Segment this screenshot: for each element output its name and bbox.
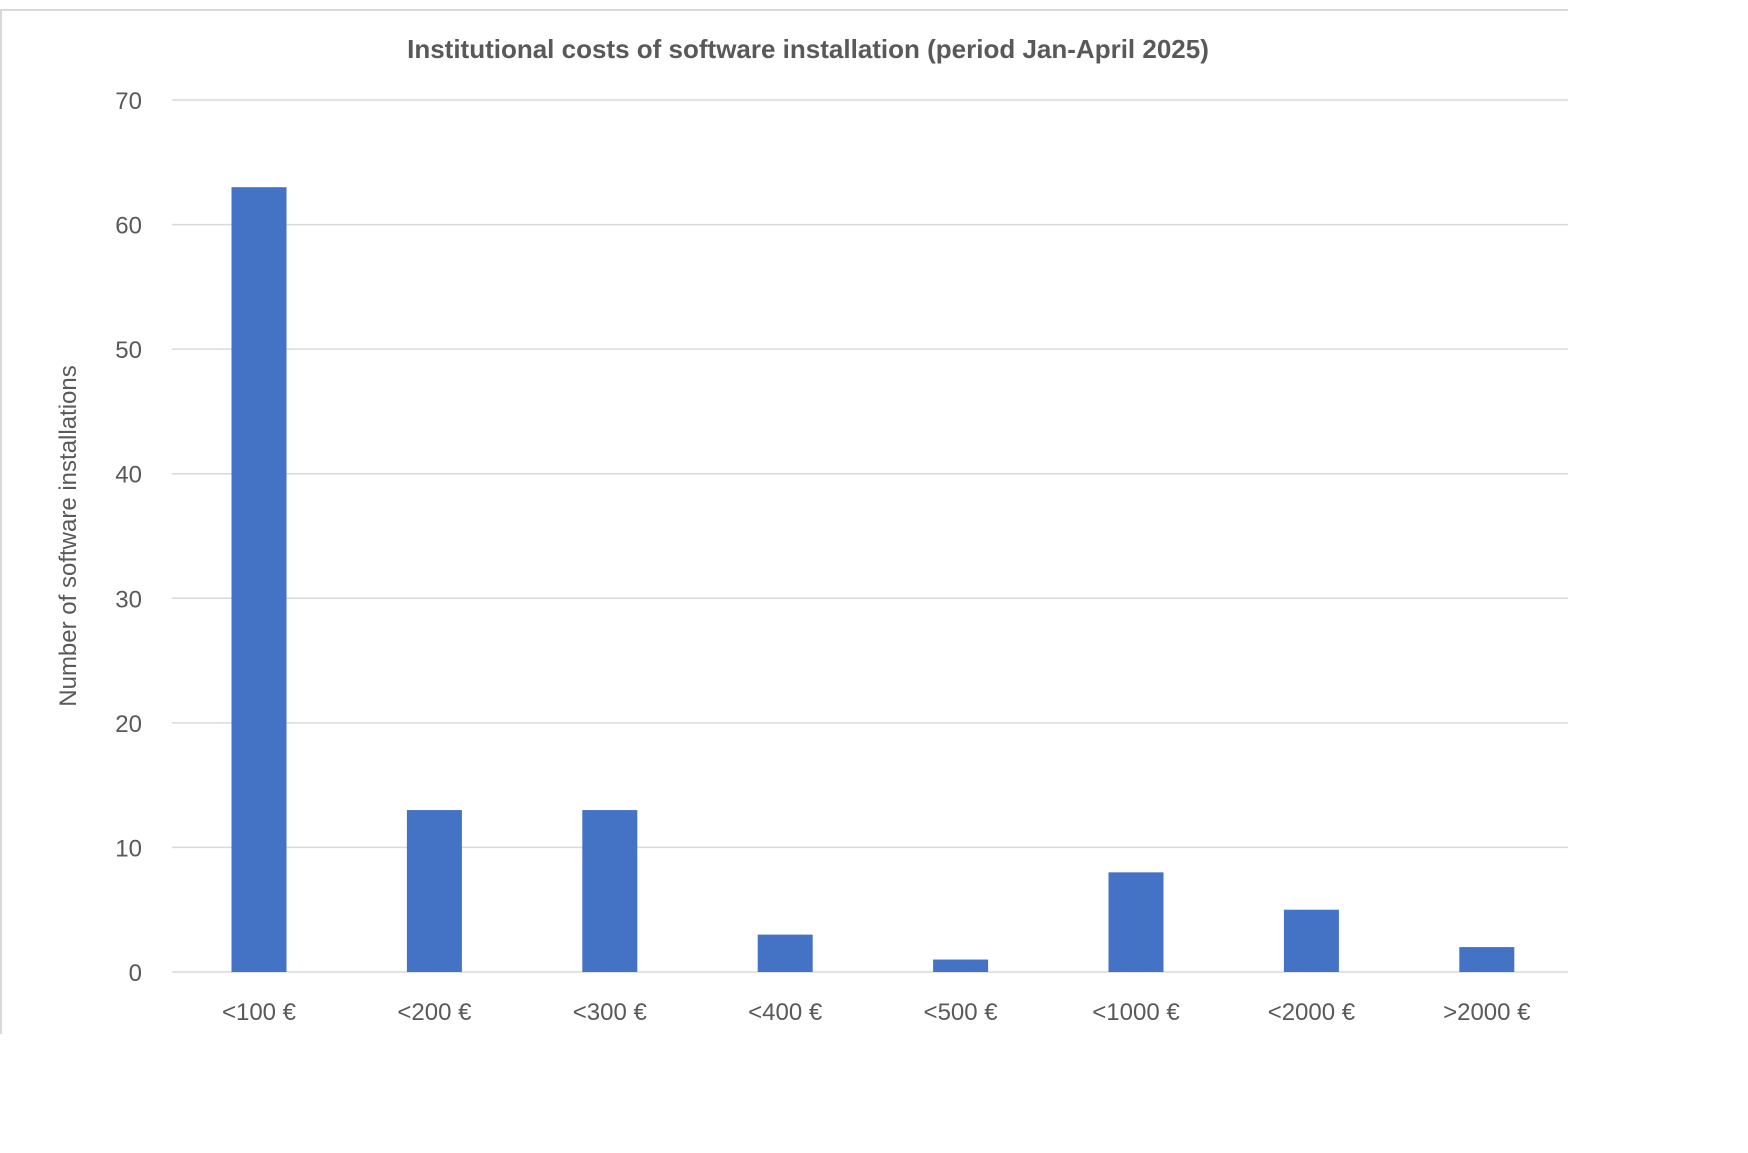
bar <box>1459 947 1515 972</box>
bar <box>1283 909 1339 972</box>
chart-title: Institutional costs of software installa… <box>407 34 1209 64</box>
x-tick-label: <100 € <box>222 999 297 1026</box>
chart-container: Institutional costs of software installa… <box>0 9 1568 1034</box>
x-tick-label: <500 € <box>924 999 999 1026</box>
x-tick-label: <1000 € <box>1092 999 1180 1026</box>
bar <box>1108 872 1164 972</box>
y-tick-label: 40 <box>115 462 142 489</box>
x-tick-label: <200 € <box>397 999 472 1026</box>
x-tick-label: >2000 € <box>1443 999 1531 1026</box>
gridlines <box>172 99 1568 973</box>
y-tick-label: 50 <box>115 337 142 364</box>
y-tick-label: 10 <box>115 835 142 862</box>
bar <box>406 810 462 972</box>
bar <box>582 810 638 972</box>
bar-chart: Institutional costs of software installa… <box>0 9 1568 1034</box>
x-tick-label: <300 € <box>573 999 648 1026</box>
y-tick-label: 70 <box>115 88 142 115</box>
bar <box>757 934 813 972</box>
y-axis-title: Number of software installations <box>55 365 82 706</box>
x-axis-ticks: <100 € <200 € <300 € <400 € <500 € <1000 € <20… <box>222 999 1531 1026</box>
bar <box>231 187 287 972</box>
chart-border <box>0 9 1568 1034</box>
bar <box>933 959 989 972</box>
y-tick-label: 0 <box>129 960 142 987</box>
y-tick-label: 20 <box>115 711 142 738</box>
bars <box>231 187 1515 972</box>
y-axis-ticks: 0 10 20 30 40 50 60 70 <box>115 88 142 987</box>
x-tick-label: <400 € <box>748 999 823 1026</box>
x-tick-label: <2000 € <box>1268 999 1356 1026</box>
y-tick-label: 60 <box>115 213 142 240</box>
y-tick-label: 30 <box>115 586 142 613</box>
